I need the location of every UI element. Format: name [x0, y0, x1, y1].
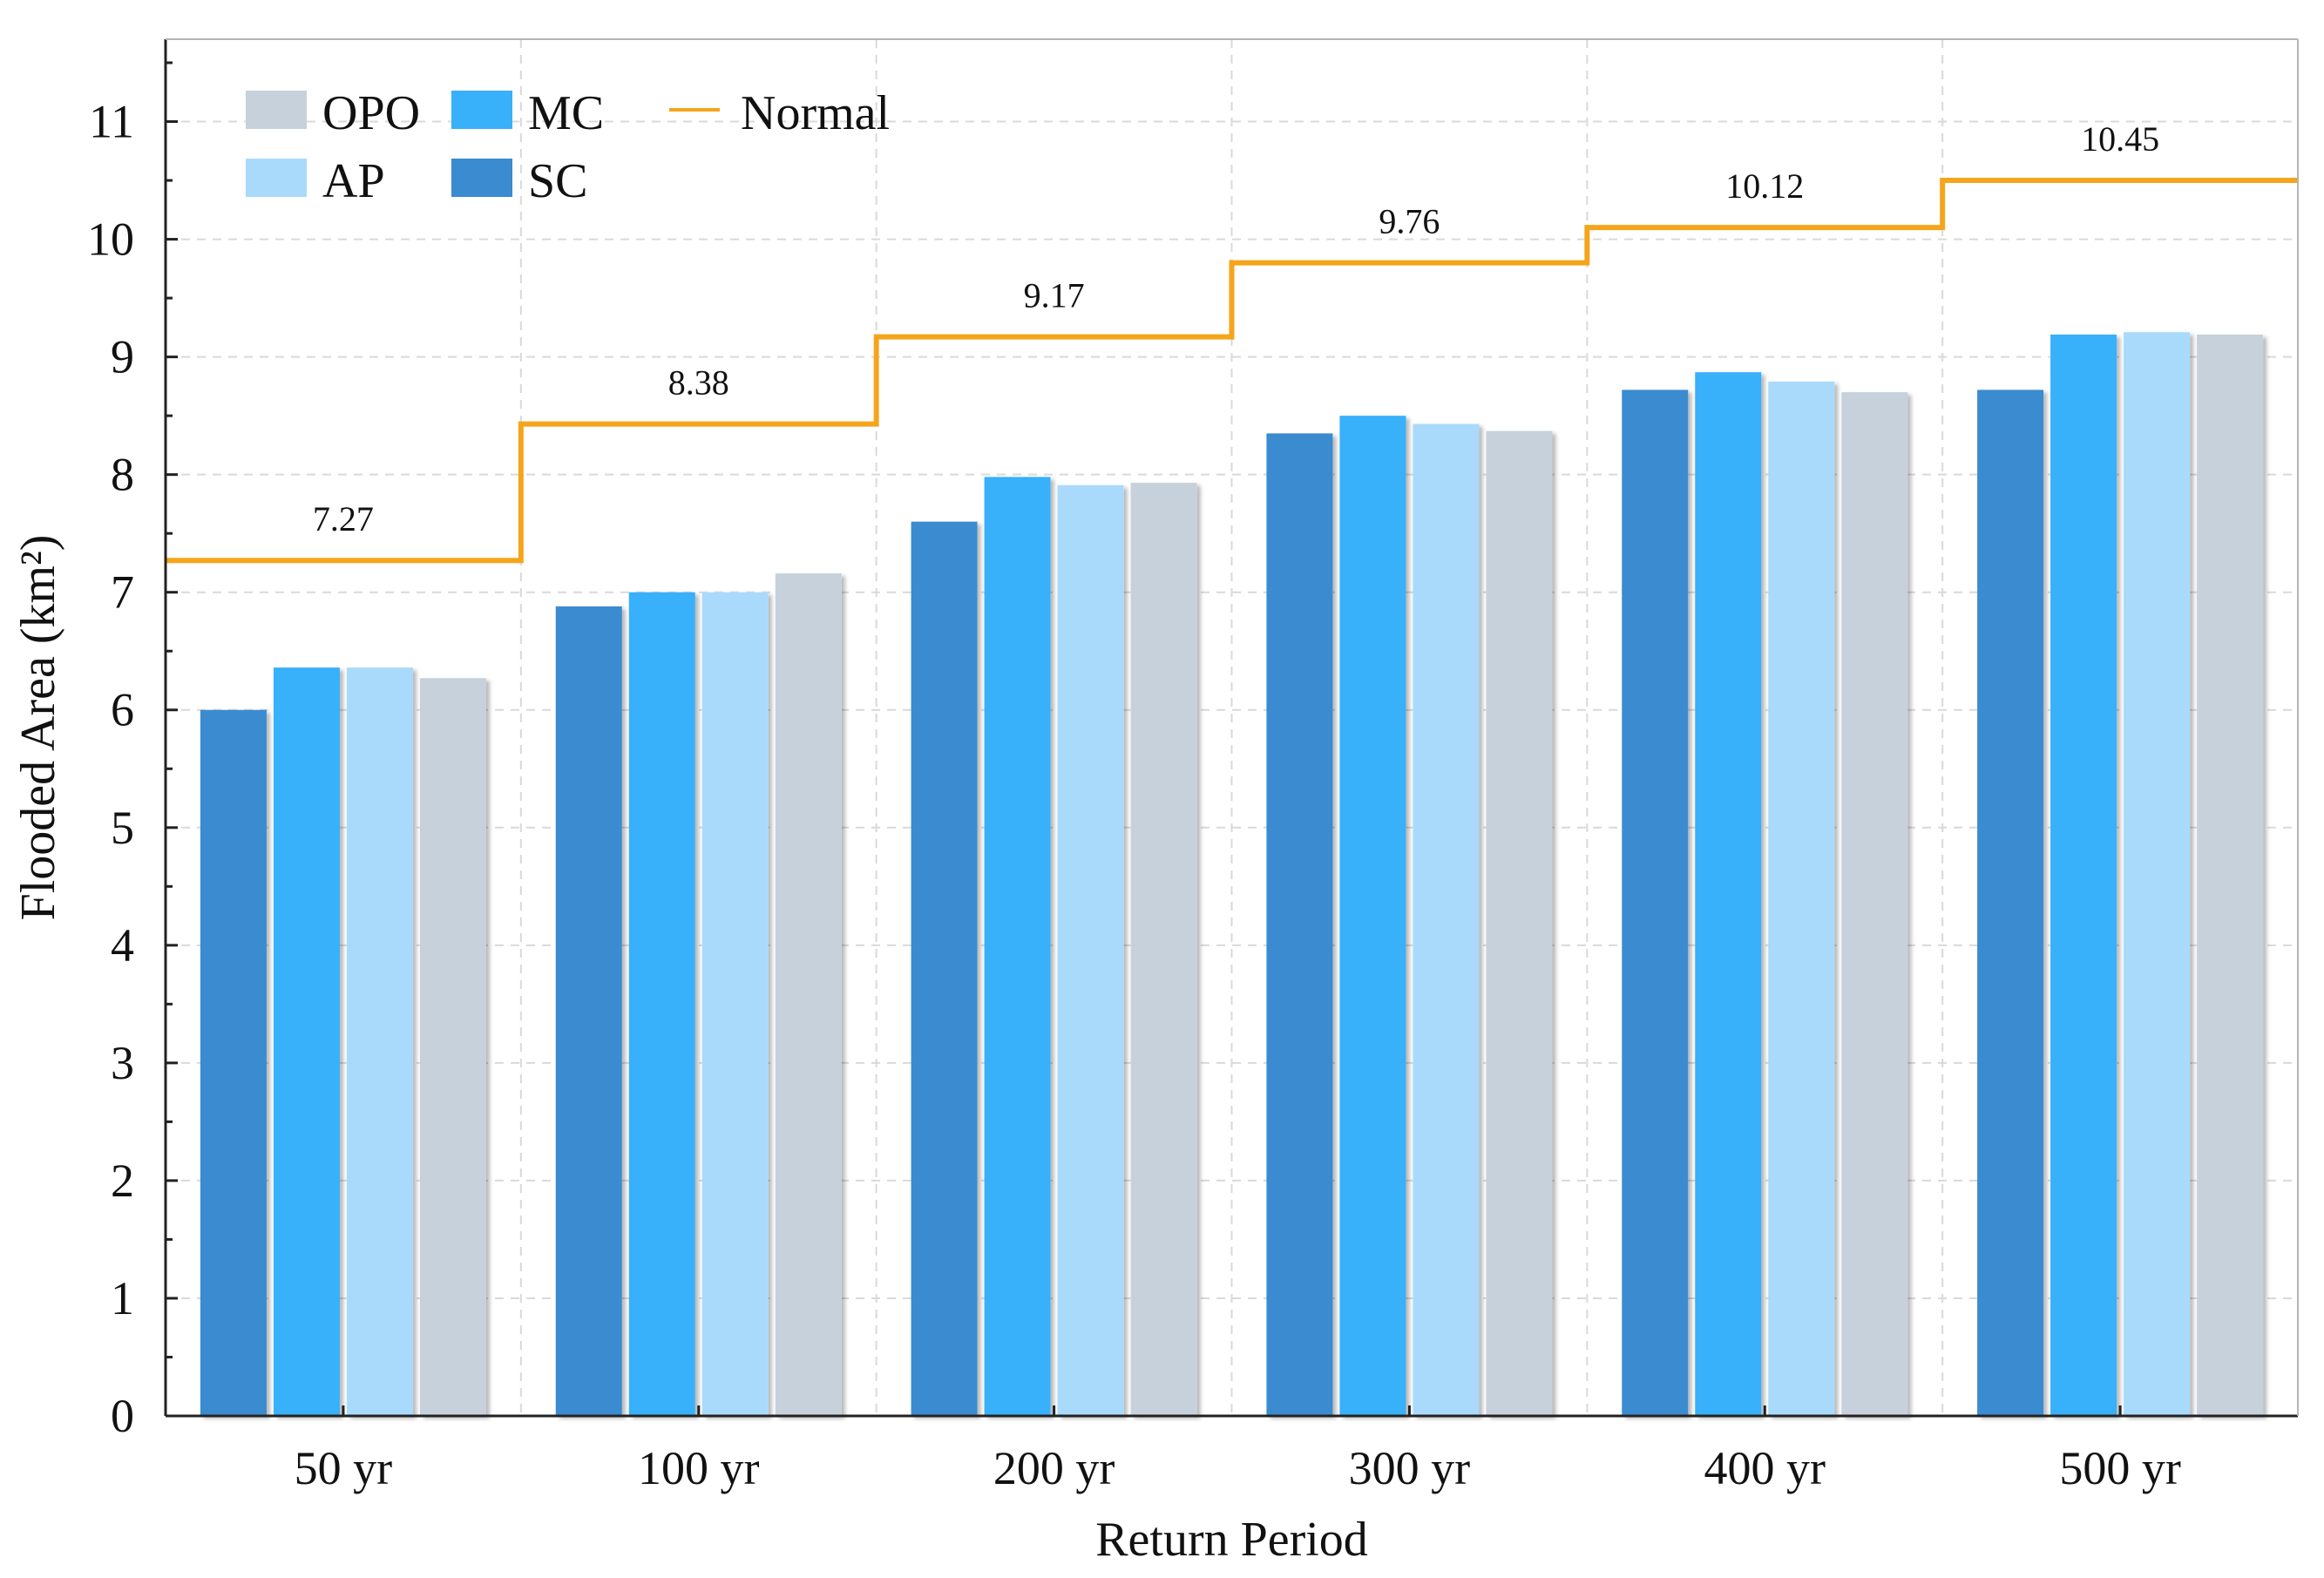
bar-ap-500yr [2124, 332, 2191, 1417]
bar-ap-400yr [1768, 381, 1835, 1416]
y-tick-label: 11 [89, 96, 134, 148]
bar-sc-400yr [1622, 389, 1689, 1416]
legend-label: MC [528, 86, 604, 140]
axes [164, 38, 2299, 1418]
bar-sc-200yr [911, 521, 978, 1416]
gridlines [166, 39, 2298, 1416]
legend-swatch-sc [451, 159, 512, 197]
bar-sc-100yr [555, 606, 622, 1416]
bar-sc-50yr [200, 709, 267, 1416]
y-tick-label: 10 [87, 213, 134, 266]
legend: OPO AP MC SC Normal [246, 86, 890, 208]
normal-value-label: 10.45 [2081, 119, 2159, 159]
bar-opo-400yr [1841, 392, 1908, 1417]
bar-sc-300yr [1266, 433, 1333, 1416]
bar-opo-100yr [775, 573, 842, 1416]
bar-mc-200yr [984, 477, 1051, 1417]
y-tick-label: 0 [111, 1390, 134, 1442]
x-axis-title: Return Period [1095, 1513, 1368, 1567]
bar-opo-300yr [1486, 430, 1553, 1416]
normal-value-label: 9.76 [1379, 202, 1440, 241]
x-tick-label: 50 yr [295, 1442, 393, 1494]
labels: 7.27 8.38 9.17 9.76 10.12 10.45 0 1 2 3 4 5 6 7 8 9 10 11… [11, 96, 2181, 1567]
legend-label: OPO [322, 86, 420, 140]
normal-value-label: 7.27 [313, 499, 374, 538]
legend-label: AP [322, 154, 385, 208]
x-tick-label: 400 yr [1704, 1442, 1826, 1494]
x-tick-label: 300 yr [1349, 1442, 1471, 1494]
x-tick-label: 200 yr [993, 1442, 1115, 1494]
bar-ap-200yr [1057, 484, 1124, 1416]
y-tick-label: 7 [111, 566, 134, 619]
y-tick-label: 8 [111, 449, 134, 501]
legend-item-mc: MC [451, 86, 604, 140]
legend-label: Normal [741, 86, 890, 140]
bar-opo-200yr [1130, 483, 1197, 1416]
y-tick-label: 6 [111, 684, 134, 736]
x-tick-label: 100 yr [638, 1442, 760, 1494]
bar-ap-50yr [346, 667, 413, 1416]
bar-ap-300yr [1413, 423, 1480, 1417]
y-axis-title: Flooded Area (km²) [11, 535, 65, 921]
bars [200, 332, 2264, 1417]
legend-item-normal: Normal [669, 86, 890, 140]
y-tick-label: 9 [111, 331, 134, 383]
normal-value-label: 10.12 [1725, 166, 1804, 206]
legend-swatch-opo [246, 91, 307, 129]
legend-item-sc: SC [451, 154, 588, 208]
bar-mc-100yr [628, 592, 695, 1416]
legend-swatch-mc [451, 91, 512, 129]
bar-mc-400yr [1695, 372, 1762, 1417]
bar-opo-50yr [419, 678, 486, 1416]
x-tick-label: 500 yr [2059, 1442, 2181, 1494]
legend-item-ap: AP [246, 154, 385, 208]
bar-mc-50yr [273, 667, 340, 1416]
legend-item-opo: OPO [246, 86, 420, 140]
legend-swatch-ap [246, 159, 307, 197]
normal-step-line [166, 178, 2298, 564]
bar-sc-500yr [1977, 389, 2044, 1416]
y-tick-label: 1 [111, 1272, 134, 1324]
bar-mc-500yr [2050, 334, 2117, 1416]
normal-line-group [166, 178, 2298, 564]
legend-label: SC [528, 154, 588, 208]
bar-mc-300yr [1339, 416, 1406, 1417]
y-tick-label: 5 [111, 802, 134, 854]
y-tick-label: 2 [111, 1155, 134, 1207]
bar-ap-100yr [701, 592, 769, 1416]
normal-value-label: 9.17 [1024, 276, 1085, 315]
normal-value-label: 8.38 [668, 363, 729, 403]
bar-opo-500yr [2197, 334, 2264, 1416]
y-tick-label: 3 [111, 1037, 134, 1089]
y-tick-label: 4 [111, 919, 134, 972]
